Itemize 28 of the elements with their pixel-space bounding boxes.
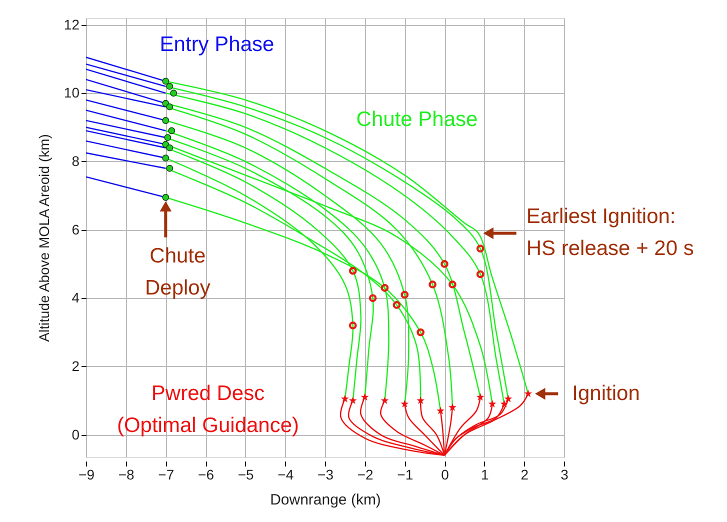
x-tick-label: −7 bbox=[158, 466, 174, 482]
x-tick-label: −9 bbox=[78, 466, 95, 482]
annotation: Entry Phase bbox=[160, 33, 274, 56]
x-tick-label: −5 bbox=[238, 466, 254, 482]
x-tick-label: −1 bbox=[397, 466, 414, 482]
x-tick-label: −6 bbox=[198, 466, 214, 482]
y-tick-label: 4 bbox=[72, 290, 80, 306]
x-tick-label: 1 bbox=[480, 466, 489, 482]
x-tick-label: −8 bbox=[118, 466, 135, 482]
x-axis-title: Downrange (km) bbox=[270, 492, 381, 508]
x-tick-label: 3 bbox=[560, 466, 569, 482]
annotation: Ignition bbox=[572, 382, 640, 405]
x-tick-label: −4 bbox=[278, 466, 294, 482]
y-tick-label: 8 bbox=[72, 152, 80, 169]
annotation: Earliest Ignition: HS release + 20 s bbox=[526, 205, 694, 260]
x-tick-label: 0 bbox=[441, 466, 450, 482]
y-tick-label: 6 bbox=[72, 221, 80, 238]
annotation: Pwred Desc (Optimal Guidance) bbox=[116, 382, 300, 437]
y-tick-label: 0 bbox=[72, 426, 80, 442]
y-tick-label: 2 bbox=[72, 358, 80, 374]
y-tick-label: 10 bbox=[64, 84, 80, 101]
x-tick-label: −3 bbox=[318, 466, 334, 482]
x-tick-label: 2 bbox=[520, 466, 529, 482]
annotation: Chute Deploy bbox=[144, 244, 211, 300]
x-tick-label: −2 bbox=[357, 466, 374, 482]
y-tick-label: 12 bbox=[64, 16, 80, 32]
annotation: Chute Phase bbox=[356, 108, 478, 131]
y-axis-title: Altitude Above MOLA Areoid (km) bbox=[36, 134, 52, 342]
